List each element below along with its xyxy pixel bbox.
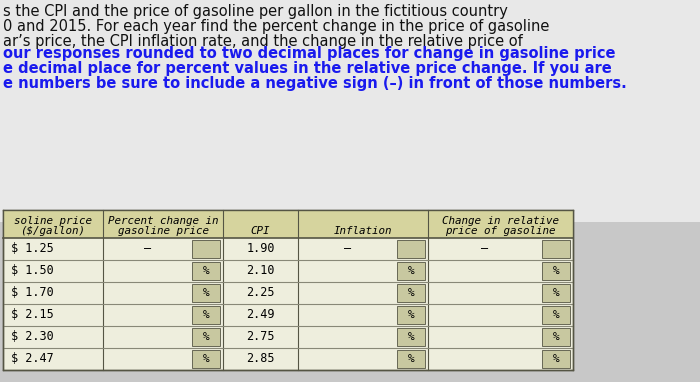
Text: 2.75: 2.75 [246,330,274,343]
Bar [542,328,570,346]
Bar [542,350,570,368]
Text: soline price: soline price [14,216,92,226]
Bar [192,262,220,280]
Text: %: % [407,332,414,342]
Text: %: % [407,266,414,276]
Text: %: % [202,288,209,298]
Text: Inflation: Inflation [334,226,392,236]
Text: 2.25: 2.25 [246,286,274,299]
Text: –: – [344,243,351,256]
Text: %: % [552,266,559,276]
Text: 2.49: 2.49 [246,309,274,322]
Text: Percent change in: Percent change in [108,216,218,226]
Text: 2.10: 2.10 [246,264,274,277]
Bar [397,328,425,346]
Text: ar’s price, the CPI inflation rate, and the change in the relative price of: ar’s price, the CPI inflation rate, and … [3,34,523,49]
Text: $ 1.70: $ 1.70 [11,286,54,299]
Text: %: % [552,310,559,320]
Bar [542,284,570,302]
Bar [192,328,220,346]
Bar [397,240,425,258]
Text: price of gasoline: price of gasoline [445,226,556,236]
Text: %: % [202,354,209,364]
Text: %: % [552,332,559,342]
Text: %: % [407,354,414,364]
Text: e decimal place for percent values in the relative price change. If you are: e decimal place for percent values in th… [3,61,612,76]
Text: %: % [202,310,209,320]
Text: Change in relative: Change in relative [442,216,559,226]
Bar [542,306,570,324]
Text: s the CPI and the price of gasoline per gallon in the fictitious country: s the CPI and the price of gasoline per … [3,4,508,19]
Bar [192,240,220,258]
Bar [192,350,220,368]
Bar [397,306,425,324]
Text: %: % [202,332,209,342]
Text: gasoline price: gasoline price [118,226,209,236]
Bar [192,306,220,324]
Text: 1.90: 1.90 [246,243,274,256]
Text: CPI: CPI [251,226,270,236]
Text: $ 1.50: $ 1.50 [11,264,54,277]
Text: %: % [552,354,559,364]
Text: $ 2.30: $ 2.30 [11,330,54,343]
Text: our responses rounded to two decimal places for change in gasoline price: our responses rounded to two decimal pla… [3,46,615,61]
Text: %: % [407,288,414,298]
Bar [0,0,700,222]
Text: $ 1.25: $ 1.25 [11,243,54,256]
Text: %: % [552,288,559,298]
Text: –: – [144,243,151,256]
Text: –: – [482,243,489,256]
Bar [397,284,425,302]
Bar [397,262,425,280]
Bar [3,210,573,370]
Text: %: % [202,266,209,276]
Text: 2.85: 2.85 [246,353,274,366]
Text: 0 and 2015. For each year find the percent change in the price of gasoline: 0 and 2015. For each year find the perce… [3,19,550,34]
Text: ($/gallon): ($/gallon) [20,226,85,236]
Bar [192,284,220,302]
Bar [542,262,570,280]
Bar [542,240,570,258]
Bar [397,350,425,368]
Bar [3,210,573,238]
Text: $ 2.47: $ 2.47 [11,353,54,366]
Text: %: % [407,310,414,320]
Text: e numbers be sure to include a negative sign (–) in front of those numbers.: e numbers be sure to include a negative … [3,76,626,91]
Text: $ 2.15: $ 2.15 [11,309,54,322]
